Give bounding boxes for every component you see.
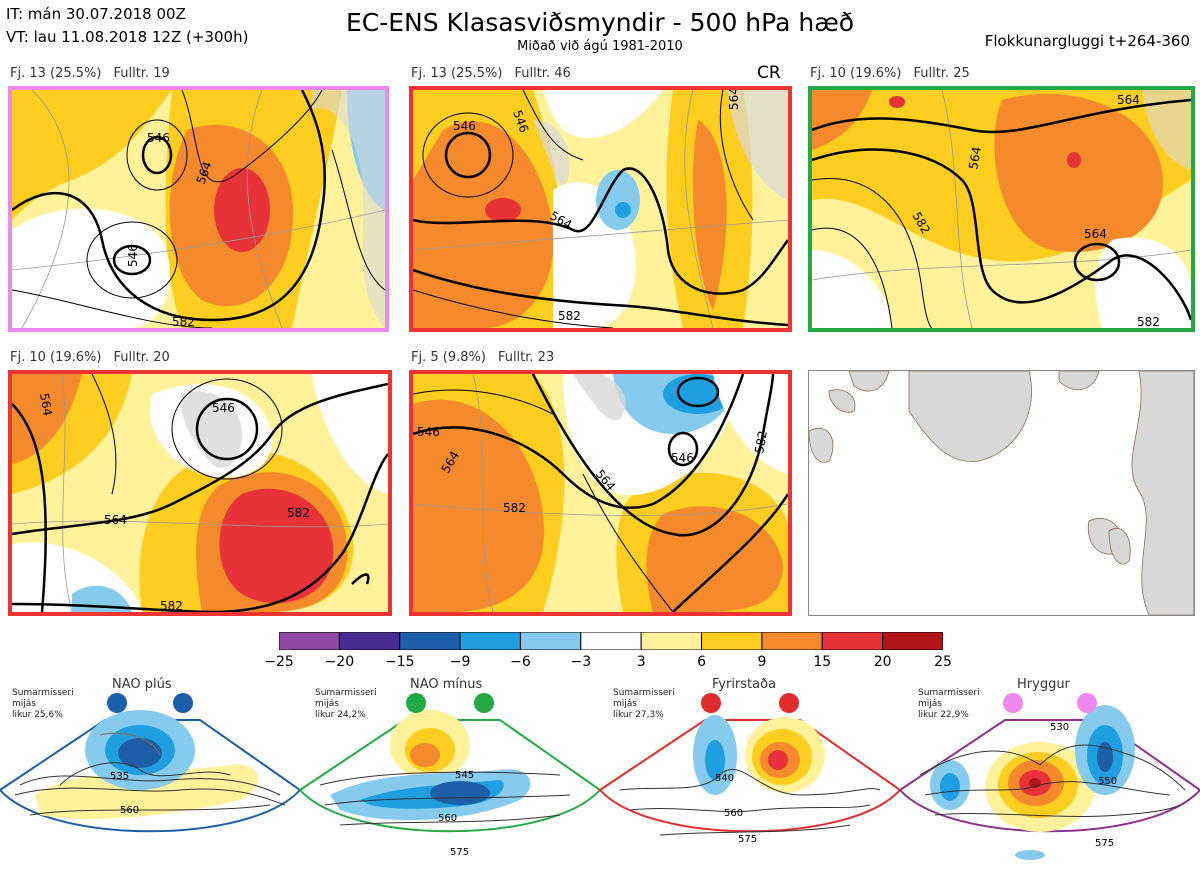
colorbar-segment [882, 631, 944, 651]
colorbar-tick-label: −3 [570, 654, 592, 670]
contour-label: 546 [417, 425, 440, 439]
init-time: IT: mán 30.07.2018 00Z [6, 5, 186, 23]
regime-name: Fyrirstaða [712, 677, 777, 692]
classification-window: Flokkunargluggi t+264-360 [984, 32, 1190, 50]
regime-blocking: 540 560 575 [598, 693, 902, 845]
circle-marker-icon [474, 693, 494, 713]
valid-time: VT: lau 11.08.2018 12Z (+300h) [6, 28, 249, 46]
regime-contour: 560 [120, 805, 139, 816]
regime-contour: 575 [1095, 838, 1114, 849]
regimes-row: 535 560 545 560 575 [0, 675, 1200, 871]
panel-5-label: Fj. 5 (9.8%) Fulltr. 23 [411, 350, 555, 365]
regime-ridge: 530 550 575 [898, 693, 1200, 860]
regime-info: Sumarmisseri mijás likur 27,3% [613, 688, 675, 720]
regime-info: Sumarmisseri mijás likur 24,2% [315, 688, 377, 720]
colorbar-segment [761, 631, 823, 651]
circle-marker-icon [1003, 693, 1023, 713]
regime-info: Sumarmisseri mijás likur 25,6% [12, 688, 74, 720]
colorbar-tick-label: −25 [264, 654, 294, 670]
colorbar-segment [701, 631, 763, 651]
contour-label: 546 [671, 451, 694, 465]
contour-label: 582 [1137, 315, 1160, 328]
colorbar-labels: −25 −20 −15 −9 −6 −3 3 6 9 15 20 25 [0, 654, 1200, 674]
regime-name: NAO mínus [410, 677, 483, 692]
circle-marker-icon [701, 693, 721, 713]
panel-1-label: Fj. 13 (25.5%) Fulltr. 19 [10, 66, 170, 81]
panel-4-label: Fj. 10 (19.6%) Fulltr. 20 [10, 350, 170, 365]
circle-marker-icon [107, 693, 127, 713]
colorbar-tick-label: −9 [449, 654, 471, 670]
contour-label: 564 [1117, 93, 1140, 107]
regime-name: NAO plús [112, 677, 172, 692]
contour-label: 582 [160, 599, 183, 612]
colorbar-segment [821, 631, 884, 651]
colorbar-tick-label: 15 [813, 654, 832, 670]
contour-label: 564 [37, 392, 55, 417]
circle-marker-icon [1077, 693, 1097, 713]
page-subtitle: Miðað við ágú 1981-2010 [517, 39, 683, 54]
regime-contour: 560 [724, 808, 743, 819]
contour-label: 546 [212, 401, 235, 415]
regime-info: Sumarmisseri mijás likur 22,9% [918, 688, 980, 720]
cluster-map-2: 546 546 564 564 582 [409, 86, 792, 332]
colorbar-tick-label: −15 [384, 654, 415, 670]
colorbar-tick-label: −20 [324, 654, 355, 670]
circle-marker-icon [173, 693, 193, 713]
contour-label: 582 [752, 430, 770, 455]
regime-name: Hryggur [1017, 677, 1070, 692]
contour-label: 546 [453, 119, 476, 133]
colorbar-tick-label: 9 [757, 654, 767, 670]
contour-label: 564 [104, 513, 127, 527]
regime-contour: 530 [1050, 722, 1069, 733]
colorbar-segment [338, 631, 401, 651]
cluster-map-3: 564 564 582 564 582 [808, 86, 1195, 332]
regime-nao-plus: 535 560 [0, 693, 302, 833]
colorbar-tick-label: 3 [636, 654, 646, 670]
regime-contour: 575 [450, 847, 469, 858]
contour-label: 546 [126, 244, 140, 267]
cluster-map-1: 546 564 546 582 [8, 86, 389, 332]
regime-contour: 540 [715, 773, 734, 784]
contour-label: 582 [172, 315, 195, 328]
panel-2-label: Fj. 13 (25.5%) Fulltr. 46 [411, 66, 571, 81]
panel-3-label: Fj. 10 (19.6%) Fulltr. 25 [810, 66, 970, 81]
cluster-map-4: 564 546 564 582 582 [8, 370, 392, 616]
regime-contour: 535 [110, 771, 129, 782]
colorbar-tick-label: 20 [873, 654, 892, 670]
cluster-map-5: 546 564 546 564 582 582 [409, 370, 792, 616]
contour-label: 582 [503, 501, 526, 515]
contour-label: 582 [558, 309, 581, 323]
regime-nao-minus: 545 560 575 [298, 693, 602, 858]
regime-contour: 545 [455, 770, 474, 781]
colorbar-tick-label: 25 [934, 654, 952, 670]
colorbar-segment [278, 631, 340, 651]
regime-contour: 575 [738, 834, 757, 845]
contour-label: 546 [147, 131, 170, 145]
circle-marker-icon [406, 693, 426, 713]
colorbar-tick-label: −6 [510, 654, 531, 670]
colorbar-segment [399, 631, 461, 651]
colorbar-tick-label: 6 [697, 654, 706, 670]
circle-marker-icon [779, 693, 799, 713]
colorbar [278, 631, 944, 651]
contour-label: 564 [966, 146, 984, 171]
contour-label: 564 [727, 90, 741, 110]
reference-map [808, 370, 1195, 616]
colorbar-segment [519, 631, 582, 651]
colorbar-segment [459, 631, 521, 651]
regime-contour: 560 [438, 813, 457, 824]
colorbar-segment [640, 631, 703, 651]
contour-label: 582 [287, 506, 310, 520]
colorbar-segment [580, 631, 642, 651]
page-title: EC-ENS Klasasviðsmyndir - 500 hPa hæð [345, 8, 855, 37]
panel-2-tag: CR [757, 63, 781, 83]
regime-contour: 550 [1098, 776, 1117, 787]
contour-label: 564 [1084, 227, 1107, 241]
